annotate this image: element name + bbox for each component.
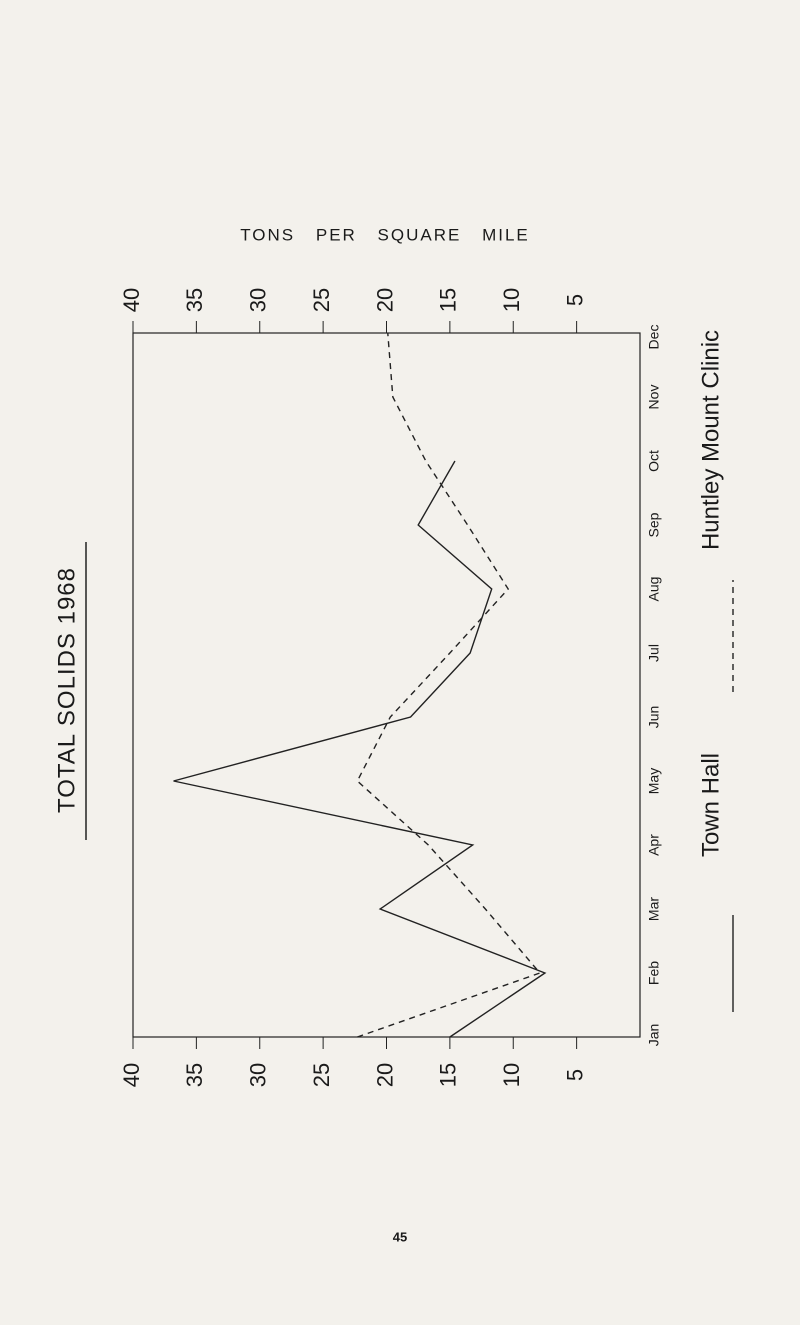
month-label: Oct <box>646 450 662 472</box>
x-tick-label: 30 <box>246 288 271 312</box>
month-label: May <box>646 768 662 794</box>
month-label: Apr <box>646 834 662 856</box>
x-tick-label: 40 <box>119 288 144 312</box>
x-tick-label: 15 <box>436 1063 461 1087</box>
month-label: Feb <box>646 961 662 985</box>
x-tick-label: 35 <box>182 288 207 312</box>
month-label: Jul <box>646 644 662 662</box>
x-tick-label: 5 <box>562 1069 587 1081</box>
month-label: Aug <box>646 577 662 602</box>
x-tick-label: 25 <box>309 1063 334 1087</box>
x-tick-label: 5 <box>562 294 587 306</box>
data-line <box>173 460 547 1038</box>
month-label: Sep <box>646 512 662 537</box>
month-label: Nov <box>646 385 662 410</box>
chart-title: TOTAL SOLIDS 1968 <box>53 567 80 813</box>
x-tick-label: 15 <box>436 288 461 312</box>
axis-label: TONS PER SQUARE MILE <box>240 225 530 244</box>
legend-label: Town Hall <box>697 753 724 857</box>
plot-frame <box>132 332 641 1038</box>
x-tick-label: 20 <box>372 288 397 312</box>
x-tick-label: 10 <box>499 1063 524 1087</box>
x-tick-label: 30 <box>246 1063 271 1087</box>
month-label: Mar <box>646 897 662 921</box>
legend-label: Huntley Mount Clinic <box>697 330 724 550</box>
x-tick-label: 20 <box>372 1063 397 1087</box>
x-tick-label: 10 <box>499 288 524 312</box>
x-tick-label: 40 <box>119 1063 144 1087</box>
month-label: Jun <box>646 706 662 729</box>
month-label: Dec <box>646 325 662 350</box>
x-tick-label: 25 <box>309 288 334 312</box>
data-line <box>356 332 542 1038</box>
x-tick-label: 35 <box>182 1063 207 1087</box>
month-label: Jan <box>646 1024 662 1047</box>
page-number: 45 <box>393 1229 407 1244</box>
